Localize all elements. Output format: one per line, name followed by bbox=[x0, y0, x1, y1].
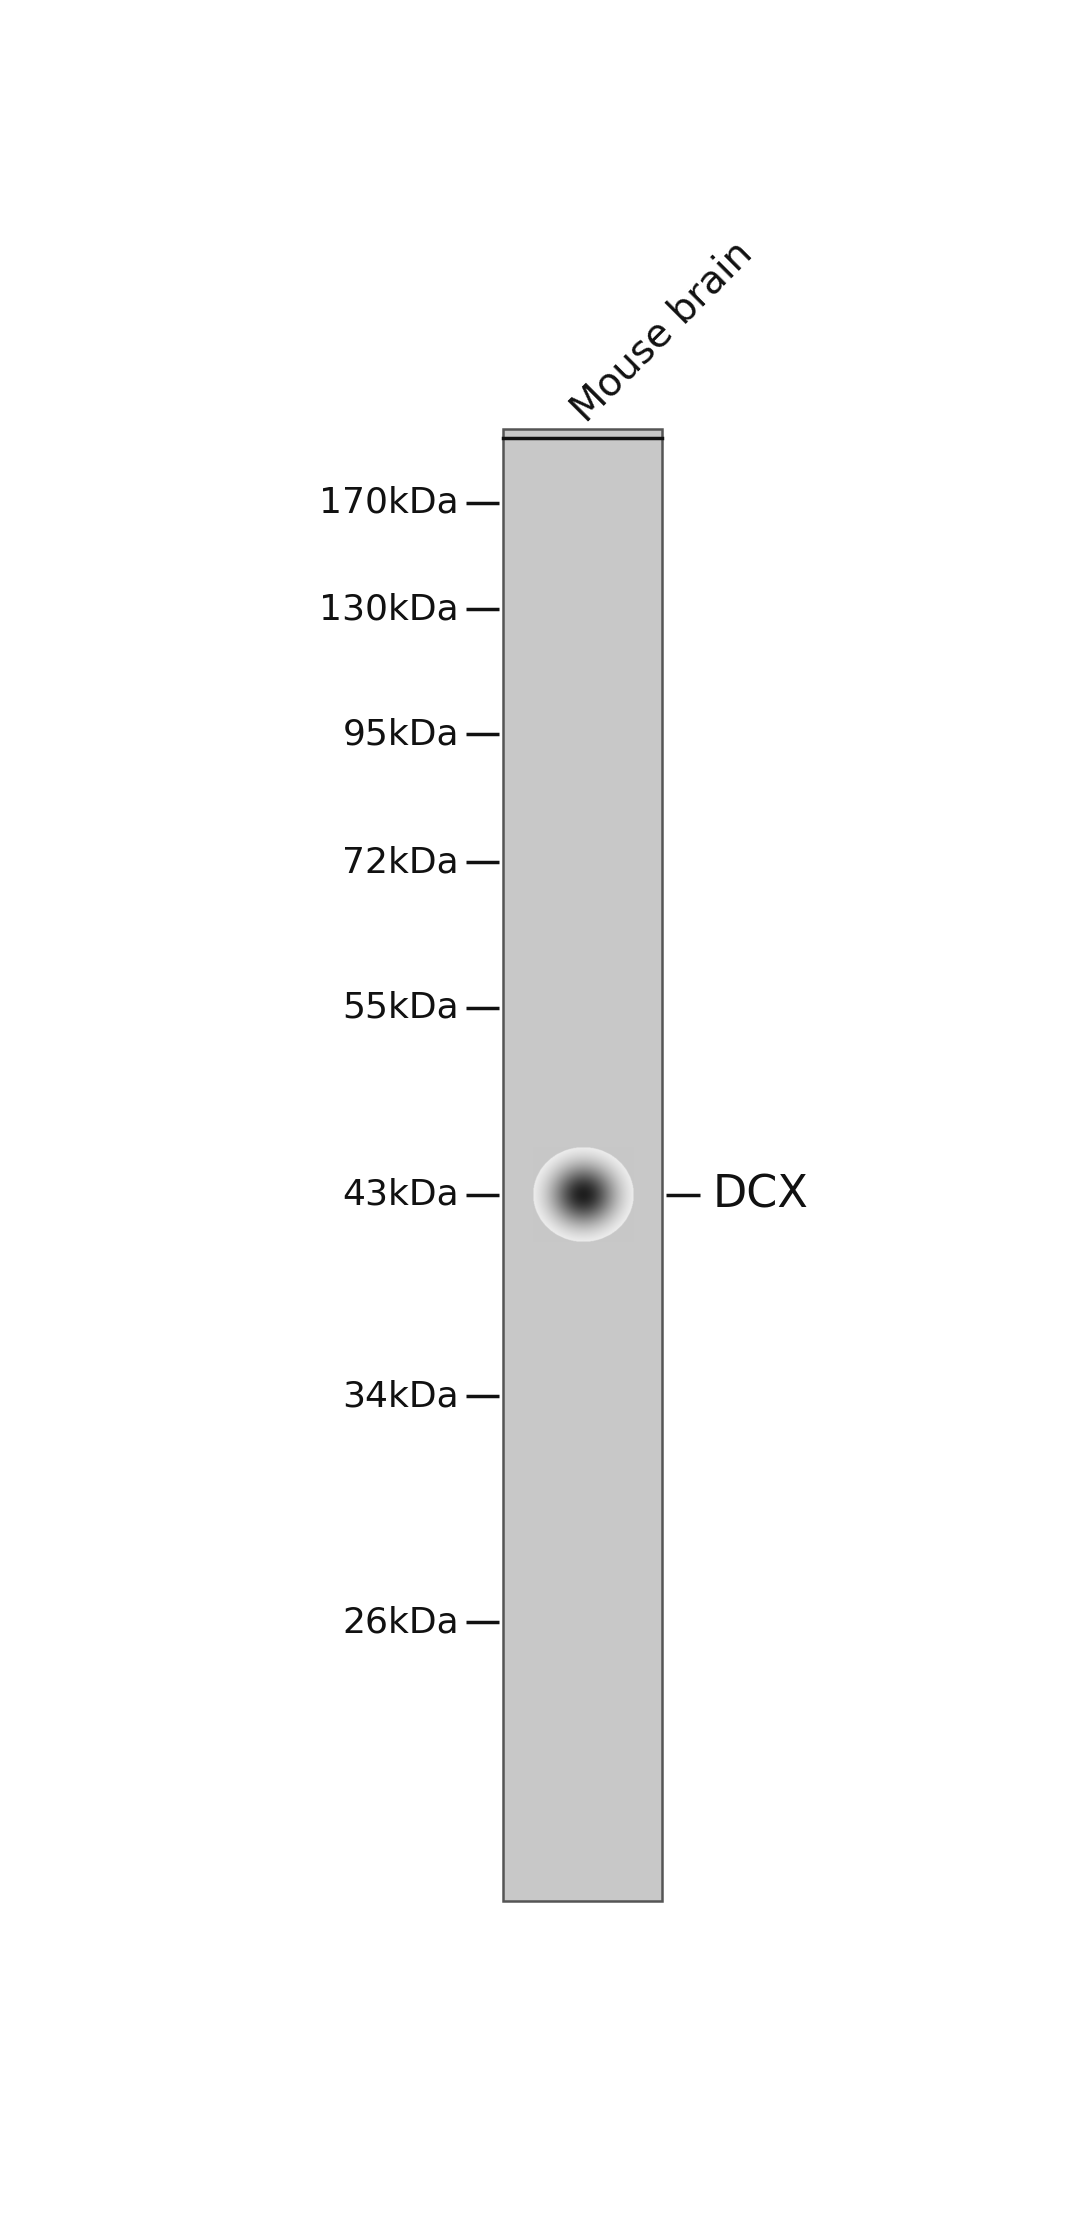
Text: 43kDa: 43kDa bbox=[342, 1178, 459, 1212]
Text: 34kDa: 34kDa bbox=[342, 1380, 459, 1414]
Bar bbox=[503, 429, 662, 1901]
Text: 72kDa: 72kDa bbox=[342, 845, 459, 880]
Text: 26kDa: 26kDa bbox=[342, 1605, 459, 1638]
Text: 95kDa: 95kDa bbox=[342, 718, 459, 751]
Text: 55kDa: 55kDa bbox=[342, 991, 459, 1025]
Text: DCX: DCX bbox=[713, 1174, 809, 1216]
Text: 130kDa: 130kDa bbox=[320, 591, 459, 627]
Text: 170kDa: 170kDa bbox=[320, 487, 459, 520]
Text: Mouse brain: Mouse brain bbox=[564, 233, 759, 429]
